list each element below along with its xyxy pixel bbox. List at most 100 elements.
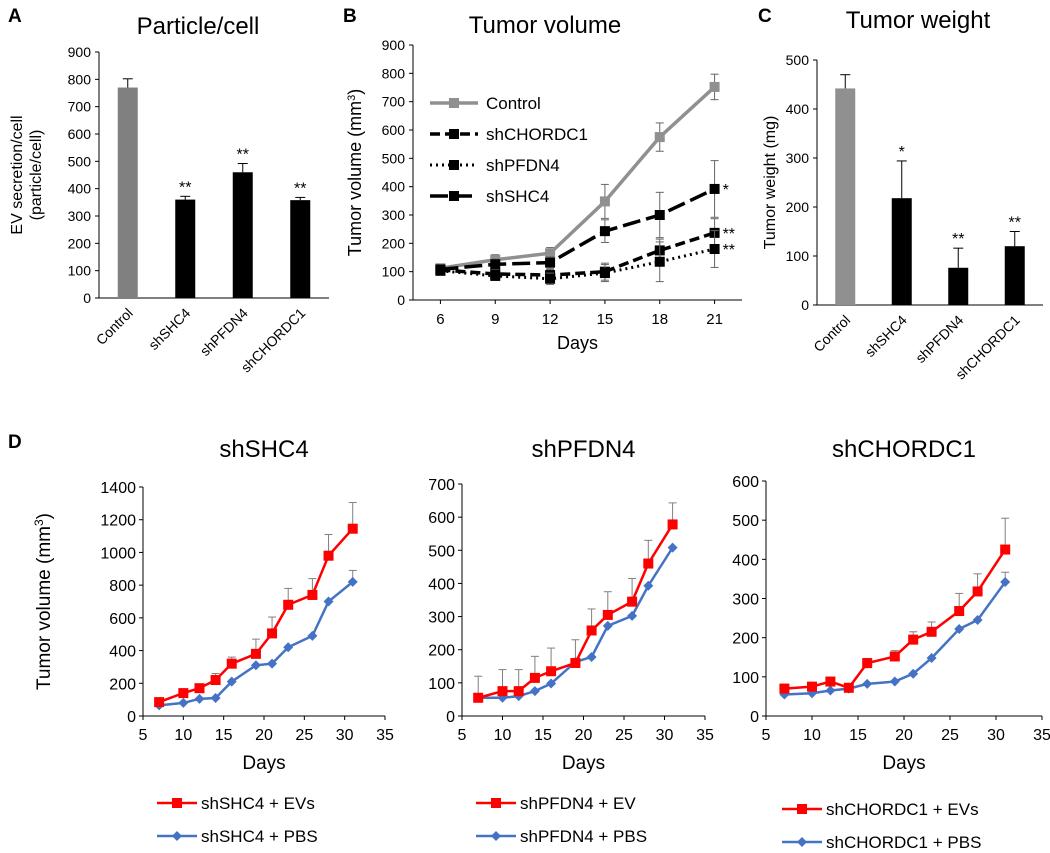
data-point: [602, 609, 613, 620]
y-tick-label: 900: [68, 44, 92, 60]
data-point: [267, 628, 278, 639]
significance-label: **: [723, 226, 735, 243]
x-tick-label: shPFDN4: [197, 305, 251, 359]
data-point: [643, 558, 654, 569]
significance-label: **: [237, 147, 249, 164]
legend-label: shCHORDC1 + EVs: [826, 800, 979, 819]
y-tick-label: 800: [109, 578, 136, 595]
y-axis-label-end: ): [345, 89, 365, 95]
panel-letter-b: B: [343, 6, 357, 27]
y-tick-label: 100: [428, 676, 455, 693]
x-tick-label: 20: [575, 727, 593, 744]
panel-b-chart: Tumor volume 0 100 200 300 400 500 600 700 800 900…: [345, 12, 742, 353]
x-tick-label: 6: [436, 311, 444, 328]
legend-label: shCHORDC1: [486, 125, 588, 144]
panel-d2-chart: shPFDN4 0 100 200 300 400 500 600 700 5 10 15 20 25 30…: [428, 436, 714, 846]
bar-control: [117, 87, 138, 299]
data-point: [586, 625, 597, 636]
data-point: [825, 685, 836, 696]
data-point: [347, 576, 358, 587]
y-tick-label: 700: [428, 477, 455, 494]
significance-label: **: [294, 180, 306, 197]
data-point: [709, 244, 720, 254]
significance-label: **: [952, 231, 964, 248]
legend-swatch-marker: [172, 798, 182, 808]
data-point: [546, 666, 557, 677]
y-tick-label: 300: [786, 150, 810, 166]
legend-swatch-marker: [449, 129, 459, 139]
x-tick-label: Control: [93, 305, 136, 348]
legend-label: shSHC4: [486, 187, 549, 206]
y-tick-label: 0: [397, 292, 405, 308]
y-tick-label: 100: [68, 263, 92, 279]
data-point: [926, 626, 937, 637]
legend-label: shSHC4 + EVs: [201, 794, 315, 813]
y-tick-label: 200: [786, 199, 810, 215]
x-tick-label: 15: [849, 727, 867, 744]
x-tick-label: 5: [458, 727, 467, 744]
data-point: [889, 676, 900, 687]
chart-title: Tumor weight: [846, 7, 991, 34]
x-tick-label: shSHC4: [145, 305, 193, 353]
legend-swatch-marker: [797, 837, 807, 847]
bar-shchordc1: [290, 200, 311, 298]
data-point: [1000, 577, 1011, 588]
data-point: [178, 697, 189, 708]
data-point: [599, 196, 610, 207]
panel-letter-c: C: [758, 6, 772, 27]
data-point: [545, 257, 556, 268]
chart-title: shPFDN4: [531, 436, 635, 463]
data-point: [570, 657, 581, 668]
data-point: [1000, 544, 1011, 555]
y-tick-label: 300: [68, 208, 92, 224]
chart-title: Particle/cell: [137, 13, 260, 40]
significance-label: **: [723, 242, 735, 259]
y-tick-label: 400: [109, 644, 136, 661]
x-tick-label: 12: [542, 311, 559, 328]
y-tick-label: 100: [732, 670, 759, 687]
y-tick-label: 1000: [100, 545, 136, 562]
series-line-control: [440, 85, 716, 270]
panel-c-chart: Tumor weight 0 100 200 300 400 500 Control * shSH…: [762, 7, 1043, 383]
x-tick-label: 30: [336, 727, 354, 744]
x-tick-label: 15: [215, 727, 233, 744]
data-point: [323, 596, 334, 607]
panel-a-chart: Particle/cell 0 100 200 300 400 500 600 700 800 90…: [9, 13, 329, 376]
data-point: [529, 672, 540, 683]
bar-shshc4: [891, 198, 912, 305]
panel-letter-a: A: [8, 6, 22, 27]
data-point: [529, 686, 540, 697]
significance-label: *: [723, 182, 729, 199]
series-line: [478, 546, 674, 700]
data-point: [627, 596, 638, 607]
data-point: [843, 682, 854, 693]
data-point: [545, 273, 556, 284]
y-tick-label: 400: [428, 576, 455, 593]
y-tick-label: 400: [382, 179, 406, 195]
legend-label: shPFDN4: [486, 156, 560, 175]
data-point: [972, 586, 983, 597]
data-point: [250, 660, 261, 671]
y-tick-label: 600: [428, 510, 455, 527]
data-point: [654, 132, 665, 143]
y-tick-label: 1200: [100, 513, 136, 530]
data-point: [283, 642, 294, 653]
y-axis-label: Tumor weight (mg): [762, 116, 779, 250]
data-point: [323, 550, 334, 561]
bar-shpfdn4: [948, 267, 969, 305]
data-point: [667, 519, 678, 530]
x-tick-label: 10: [174, 727, 192, 744]
y-tick-label: 600: [109, 611, 136, 628]
data-point: [709, 81, 720, 92]
data-point: [954, 624, 965, 635]
data-point: [586, 652, 597, 663]
x-axis-label: Days: [557, 333, 598, 353]
x-tick-label: Control: [810, 312, 853, 355]
legend-swatch-marker: [491, 831, 501, 841]
bar-shshc4: [175, 199, 196, 298]
y-tick-label: 800: [382, 65, 406, 81]
data-point: [497, 686, 508, 697]
y-tick-label: 0: [801, 297, 809, 313]
y-tick-label: 200: [732, 631, 759, 648]
